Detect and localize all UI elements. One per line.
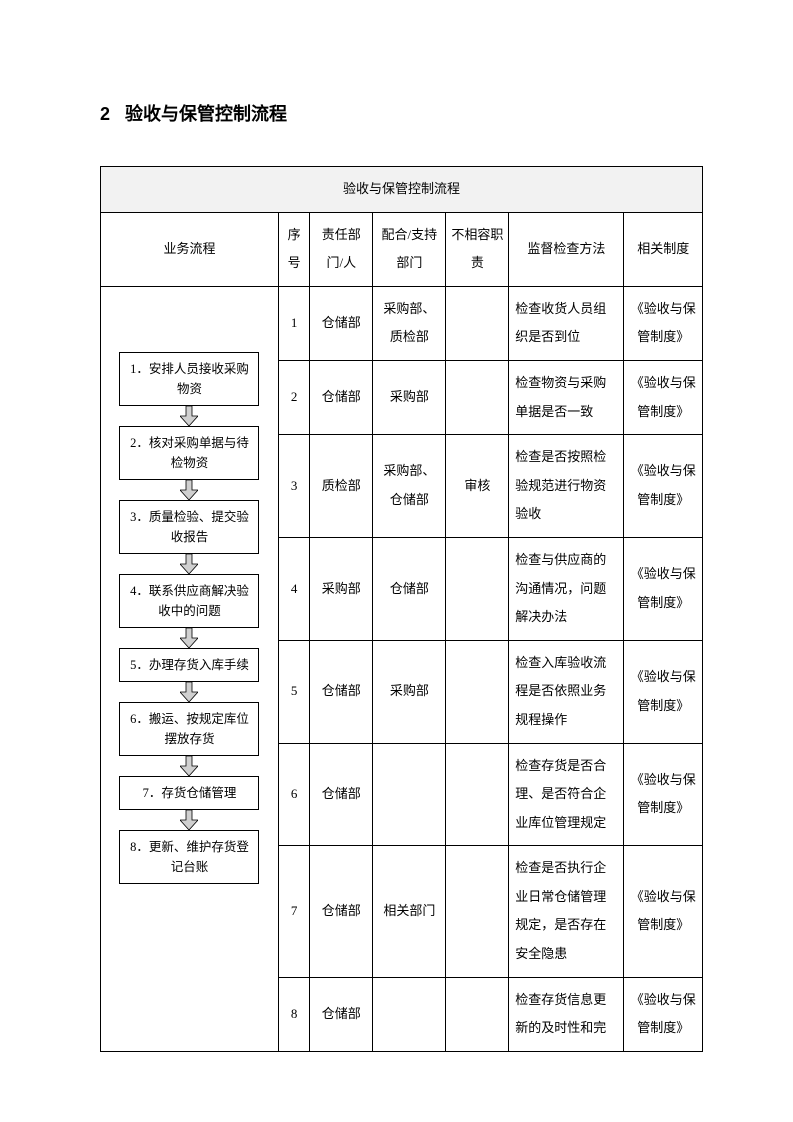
cell-incompatible — [446, 286, 509, 360]
cell-support — [373, 743, 446, 846]
cell-supervise: 检查存货是否合理、是否符合企业库位管理规定 — [509, 743, 624, 846]
flow-arrow — [180, 810, 198, 830]
flow-arrow-icon — [180, 554, 198, 574]
cell-seq: 5 — [278, 640, 309, 743]
flow-step-box: 6．搬运、按规定库位摆放存货 — [119, 702, 259, 756]
flow-arrow-icon — [180, 682, 198, 702]
cell-dept: 采购部 — [310, 537, 373, 640]
cell-support: 仓储部 — [373, 537, 446, 640]
cell-system: 《验收与保管制度》 — [624, 286, 703, 360]
cell-incompatible — [446, 360, 509, 434]
flow-arrow-icon — [180, 628, 198, 648]
cell-dept: 仓储部 — [310, 846, 373, 977]
cell-incompatible — [446, 537, 509, 640]
cell-dept: 仓储部 — [310, 743, 373, 846]
cell-seq: 3 — [278, 435, 309, 538]
cell-incompatible — [446, 846, 509, 977]
flow-arrow — [180, 682, 198, 702]
flow-step-box: 5．办理存货入库手续 — [119, 648, 259, 682]
cell-support: 相关部门 — [373, 846, 446, 977]
col-flow: 业务流程 — [101, 212, 279, 286]
cell-dept: 仓储部 — [310, 977, 373, 1051]
cell-support: 采购部 — [373, 640, 446, 743]
cell-supervise: 检查物资与采购单据是否一致 — [509, 360, 624, 434]
cell-system: 《验收与保管制度》 — [624, 977, 703, 1051]
col-dept: 责任部门/人 — [310, 212, 373, 286]
flow-arrow — [180, 406, 198, 426]
cell-support — [373, 977, 446, 1051]
flow-arrow — [180, 628, 198, 648]
cell-dept: 仓储部 — [310, 286, 373, 360]
cell-system: 《验收与保管制度》 — [624, 537, 703, 640]
cell-system: 《验收与保管制度》 — [624, 640, 703, 743]
cell-system: 《验收与保管制度》 — [624, 360, 703, 434]
cell-supervise: 检查是否执行企业日常仓储管理规定，是否存在安全隐患 — [509, 846, 624, 977]
section-heading: 2 验收与保管控制流程 — [100, 100, 703, 126]
cell-system: 《验收与保管制度》 — [624, 846, 703, 977]
cell-supervise: 检查是否按照检验规范进行物资验收 — [509, 435, 624, 538]
flow-step-box: 4．联系供应商解决验收中的问题 — [119, 574, 259, 628]
col-seq: 序号 — [278, 212, 309, 286]
cell-seq: 8 — [278, 977, 309, 1051]
cell-incompatible — [446, 743, 509, 846]
section-number: 2 — [100, 104, 110, 124]
cell-seq: 6 — [278, 743, 309, 846]
cell-support: 采购部、仓储部 — [373, 435, 446, 538]
flow-arrow-icon — [180, 480, 198, 500]
cell-dept: 质检部 — [310, 435, 373, 538]
cell-seq: 7 — [278, 846, 309, 977]
flow-arrow-icon — [180, 756, 198, 776]
col-supervise: 监督检查方法 — [509, 212, 624, 286]
flow-step-box: 7．存货仓储管理 — [119, 776, 259, 810]
cell-seq: 1 — [278, 286, 309, 360]
flow-arrow-icon — [180, 406, 198, 426]
section-title-text: 验收与保管控制流程 — [125, 104, 287, 124]
cell-dept: 仓储部 — [310, 640, 373, 743]
cell-dept: 仓储部 — [310, 360, 373, 434]
cell-support: 采购部 — [373, 360, 446, 434]
process-table: 验收与保管控制流程 业务流程 序号 责任部门/人 配合/支持部门 不相容职责 监… — [100, 166, 703, 1052]
flow-step-box: 2．核对采购单据与待检物资 — [119, 426, 259, 480]
col-system: 相关制度 — [624, 212, 703, 286]
col-support: 配合/支持部门 — [373, 212, 446, 286]
cell-seq: 2 — [278, 360, 309, 434]
flow-step-box: 3．质量检验、提交验收报告 — [119, 500, 259, 554]
flow-arrow — [180, 480, 198, 500]
table-main-header: 验收与保管控制流程 — [101, 167, 703, 213]
cell-supervise: 检查收货人员组织是否到位 — [509, 286, 624, 360]
flow-arrow-icon — [180, 810, 198, 830]
cell-supervise: 检查存货信息更新的及时性和完 — [509, 977, 624, 1051]
cell-system: 《验收与保管制度》 — [624, 743, 703, 846]
cell-supervise: 检查入库验收流程是否依照业务规程操作 — [509, 640, 624, 743]
cell-system: 《验收与保管制度》 — [624, 435, 703, 538]
cell-incompatible — [446, 977, 509, 1051]
flow-arrow — [180, 756, 198, 776]
cell-supervise: 检查与供应商的沟通情况，问题解决办法 — [509, 537, 624, 640]
flowchart-container: 1．安排人员接收采购物资 2．核对采购单据与待检物资 3．质量检验、提交验收报告… — [107, 297, 272, 884]
cell-incompatible — [446, 640, 509, 743]
table-row: 1．安排人员接收采购物资 2．核对采购单据与待检物资 3．质量检验、提交验收报告… — [101, 286, 703, 360]
flowchart-cell: 1．安排人员接收采购物资 2．核对采购单据与待检物资 3．质量检验、提交验收报告… — [101, 286, 279, 1051]
flow-step-box: 8．更新、维护存货登记台账 — [119, 830, 259, 884]
cell-seq: 4 — [278, 537, 309, 640]
cell-support: 采购部、质检部 — [373, 286, 446, 360]
flow-arrow — [180, 554, 198, 574]
flow-step-box: 1．安排人员接收采购物资 — [119, 352, 259, 406]
col-incompatible: 不相容职责 — [446, 212, 509, 286]
cell-incompatible: 审核 — [446, 435, 509, 538]
